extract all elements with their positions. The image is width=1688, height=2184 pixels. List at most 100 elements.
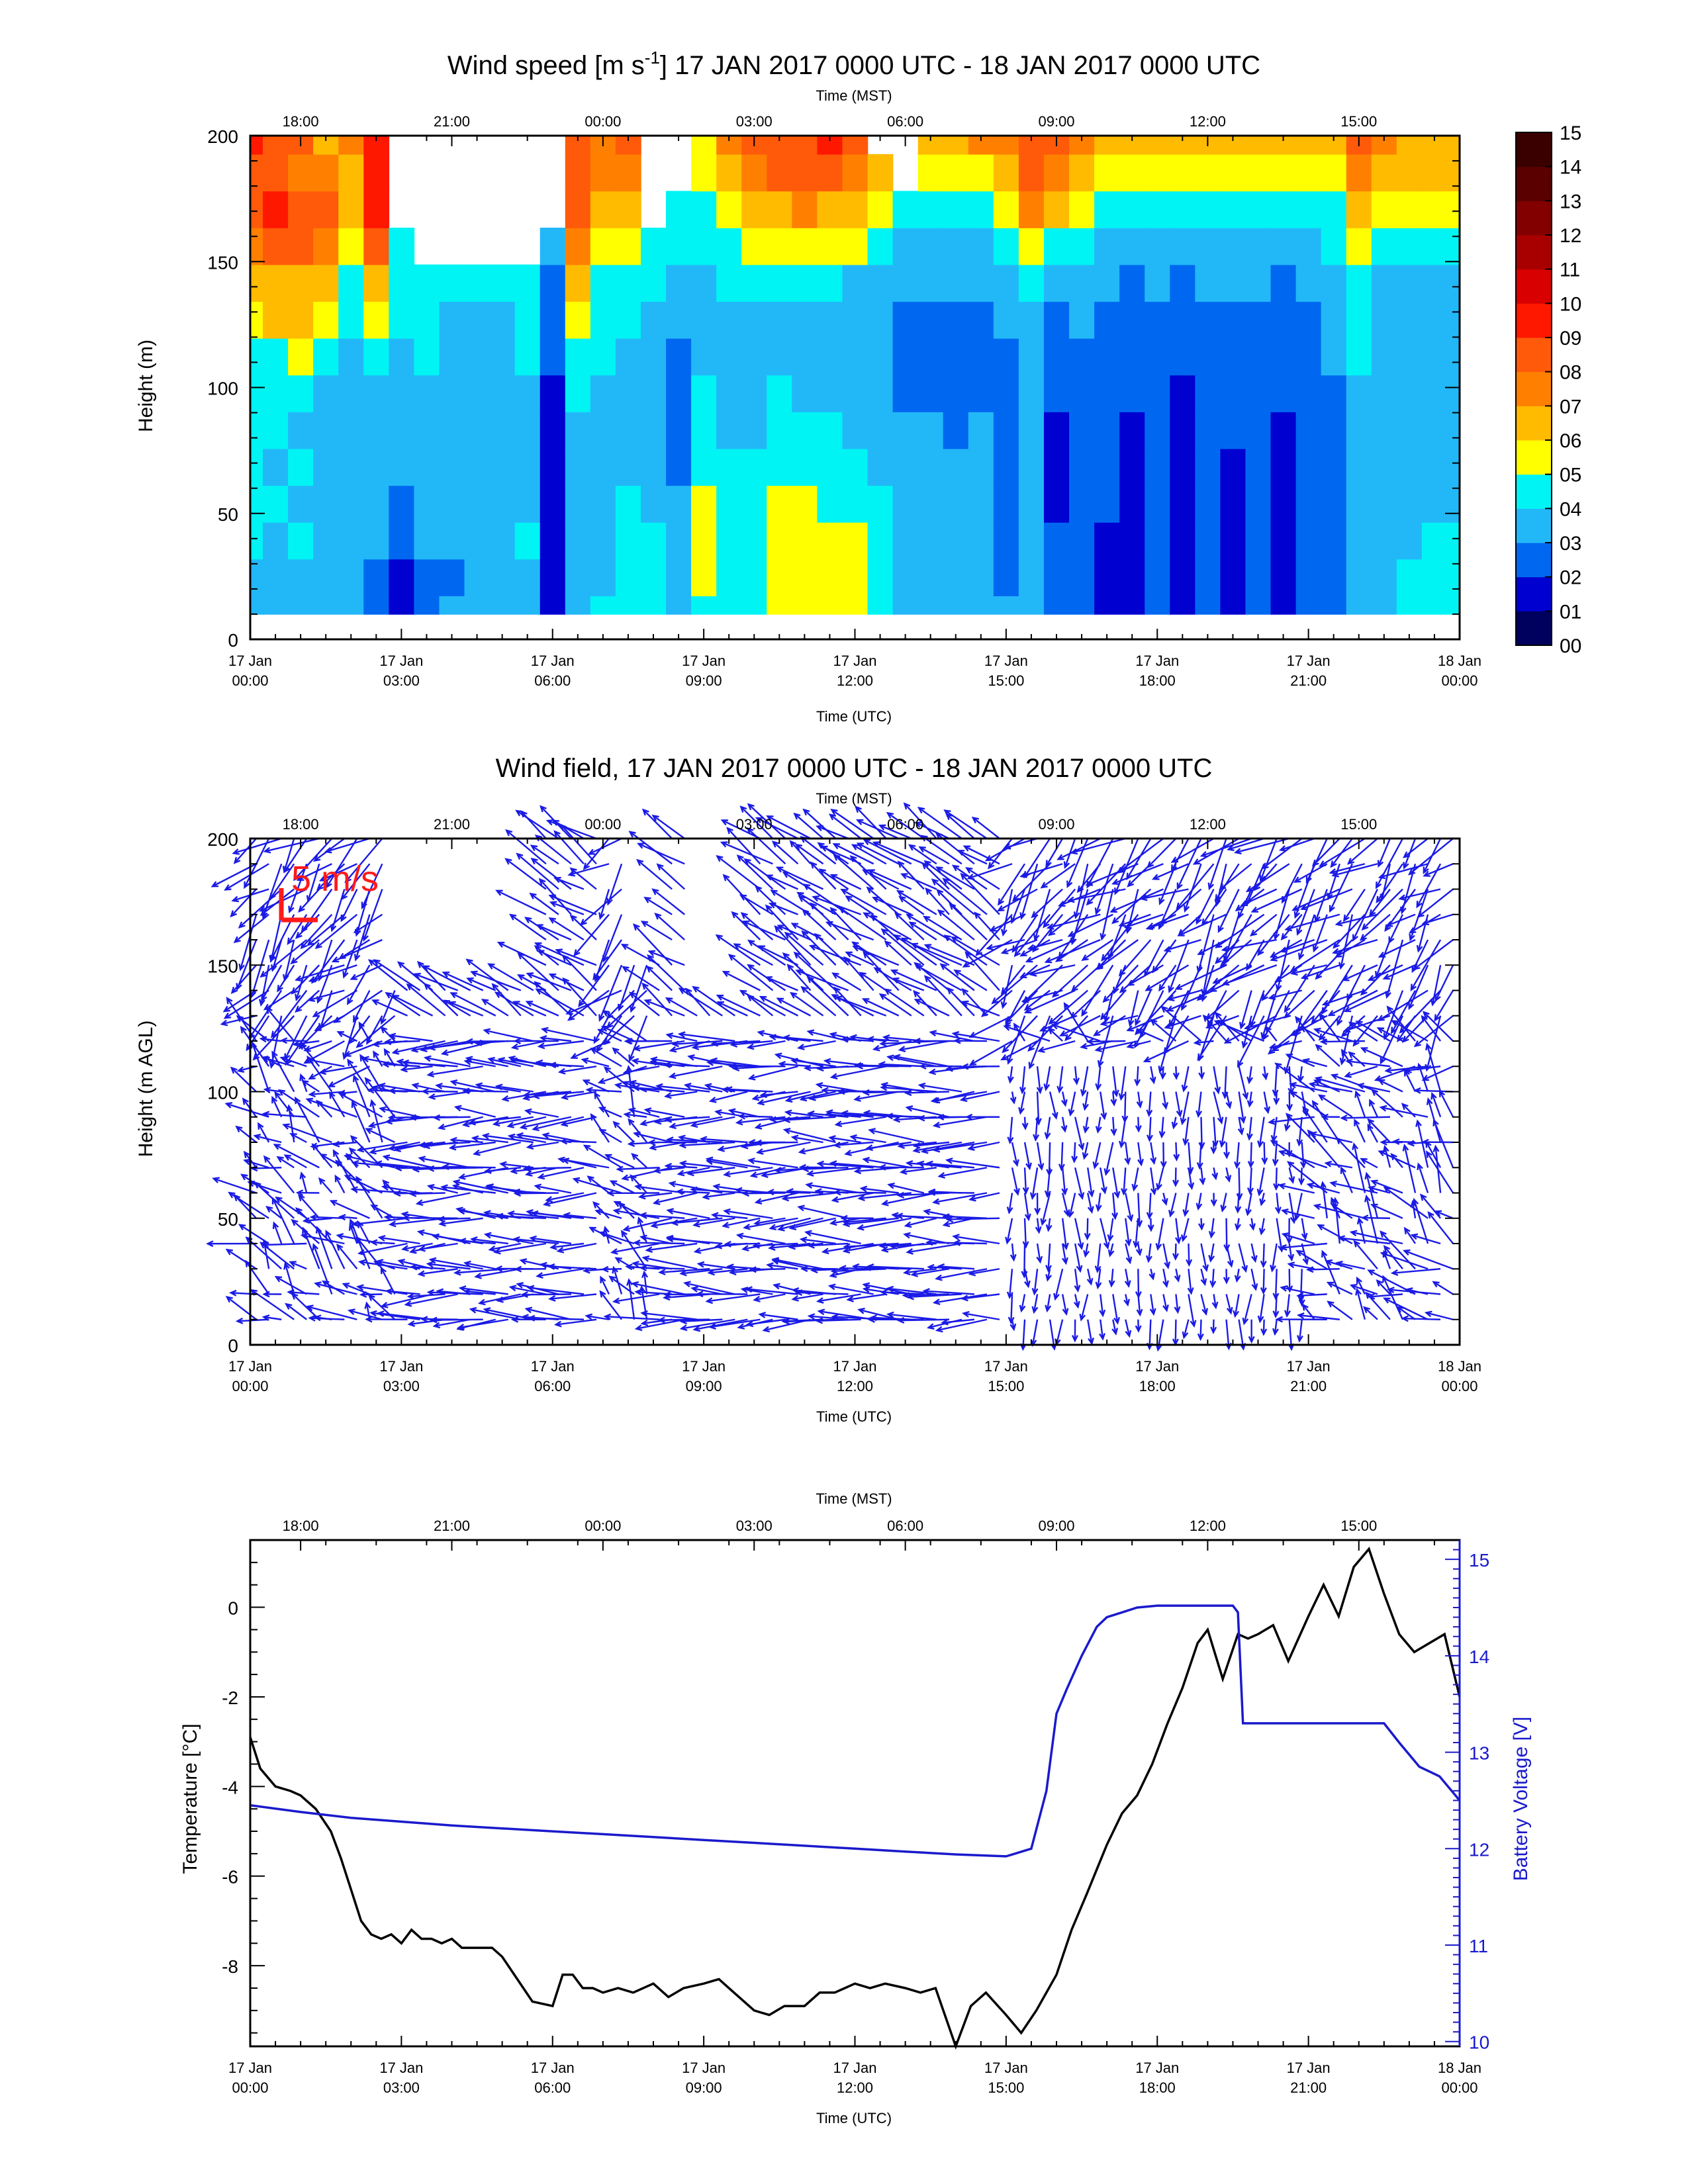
wind-vector	[947, 987, 975, 1017]
wind-vector-shaft	[629, 1015, 648, 1061]
wind-vector-shaft	[667, 1238, 723, 1245]
wind-vector	[532, 1116, 585, 1132]
wind-vector	[506, 1116, 547, 1128]
wind-vector-head	[308, 1091, 316, 1098]
wind-vector	[833, 1189, 886, 1196]
wind-vector-shaft	[747, 995, 774, 1017]
wind-vector-head	[798, 895, 806, 903]
speed-cell	[968, 522, 994, 560]
wind-vector-head	[353, 927, 361, 933]
wind-vector	[794, 843, 824, 865]
wind-vector	[238, 914, 258, 972]
speed-cell	[514, 412, 541, 449]
speed-cell	[817, 264, 843, 302]
wind-vector-head	[632, 1044, 641, 1052]
wind-vector-shaft	[489, 1242, 522, 1251]
wind-vector	[830, 1267, 886, 1275]
wind-vector	[829, 1160, 886, 1169]
wind-vector-shaft	[737, 855, 774, 890]
ws-xtick-label-date: 17 Jan	[984, 653, 1028, 669]
speed-cell	[817, 154, 843, 192]
speed-cell	[1295, 264, 1322, 302]
wind-vector	[925, 1160, 975, 1169]
wind-vector-head	[959, 1095, 968, 1103]
wind-vector-head	[526, 1143, 534, 1150]
wind-vector-shaft	[632, 1154, 647, 1169]
wind-vector	[586, 1175, 610, 1194]
wind-vector-head	[298, 905, 305, 913]
wind-vector-head	[774, 1167, 782, 1174]
speed-cell	[1145, 448, 1171, 486]
wind-vector-shaft	[458, 1318, 508, 1329]
wind-vector	[1095, 1193, 1102, 1212]
speed-cell	[1220, 154, 1246, 192]
wind-vector-head	[530, 1210, 539, 1217]
speed-cell	[1195, 191, 1221, 228]
wind-vector-shaft	[818, 1162, 874, 1169]
wind-vector-head	[862, 1089, 870, 1096]
wind-vector-shaft	[670, 1066, 723, 1078]
wind-vector-head	[602, 1010, 610, 1017]
wind-vector-shaft	[970, 1192, 1000, 1201]
wind-vector-shaft	[239, 914, 258, 970]
wind-vector	[1045, 1269, 1053, 1282]
wind-speed-title-rest: ] 17 JAN 2017 0000 UTC - 18 JAN 2017 000…	[660, 51, 1260, 80]
speed-cell	[943, 191, 969, 228]
colorbar-swatch	[1516, 474, 1552, 509]
wind-vector-head	[421, 1088, 429, 1095]
wind-vector-head	[225, 1296, 233, 1303]
wind-vector-shaft	[531, 844, 559, 865]
wind-vector-head	[708, 1323, 716, 1330]
speed-cell	[892, 448, 919, 486]
wind-vector	[1056, 837, 1101, 860]
wind-vector	[765, 976, 798, 991]
wind-vector-head	[306, 895, 313, 903]
wind-vector-head	[233, 856, 241, 864]
wind-vector-shaft	[460, 1240, 496, 1245]
wind-vector-head	[340, 914, 347, 923]
wind-vector	[708, 1318, 761, 1330]
wind-vector-shaft	[803, 809, 837, 839]
speed-cell	[1119, 154, 1146, 192]
wind-vector-head	[418, 1156, 426, 1163]
wind-vector	[789, 991, 824, 1017]
speed-cell	[842, 448, 868, 486]
wind-vector-head	[449, 992, 457, 999]
wind-vector-head	[481, 999, 489, 1005]
wind-vector-shaft	[438, 1217, 471, 1220]
wind-vector-head	[722, 874, 730, 882]
wind-vector-head	[807, 1110, 815, 1117]
wind-vector-head	[855, 805, 862, 813]
wind-vector	[1136, 1091, 1143, 1109]
speed-cell	[1043, 301, 1070, 339]
wind-vector	[943, 809, 988, 839]
wind-vector	[886, 811, 925, 839]
colorbar-swatch	[1516, 576, 1552, 612]
wind-vector-head	[289, 1132, 297, 1140]
speed-cell	[767, 522, 793, 560]
wind-vector-shaft	[667, 1138, 723, 1144]
wind-vector-shaft	[904, 1268, 937, 1274]
wind-vector-head	[692, 985, 700, 993]
wind-vector-head	[856, 1224, 865, 1231]
wind-vector	[1099, 1319, 1105, 1341]
colorbar-label: 08	[1560, 362, 1581, 384]
wind-vector-shaft	[556, 949, 597, 966]
wind-vector-head	[569, 914, 577, 922]
wind-vector-shaft	[557, 1242, 597, 1252]
wind-vector-shaft	[641, 921, 673, 941]
wind-vector-shaft	[434, 1116, 471, 1119]
wind-vector	[212, 1177, 257, 1194]
ws-xtick-label-time: 06:00	[534, 672, 571, 689]
wind-vector	[334, 1174, 346, 1194]
wind-vector-shaft	[334, 1175, 346, 1194]
speed-cell	[514, 559, 541, 596]
wind-vector-head	[727, 1108, 736, 1115]
wind-vector	[512, 1001, 547, 1017]
wind-vector	[853, 1167, 899, 1175]
wind-vector-head	[513, 1038, 521, 1045]
wind-vector	[539, 1034, 572, 1042]
wind-vector-head	[765, 976, 773, 983]
wind-vector-head	[524, 1170, 533, 1177]
